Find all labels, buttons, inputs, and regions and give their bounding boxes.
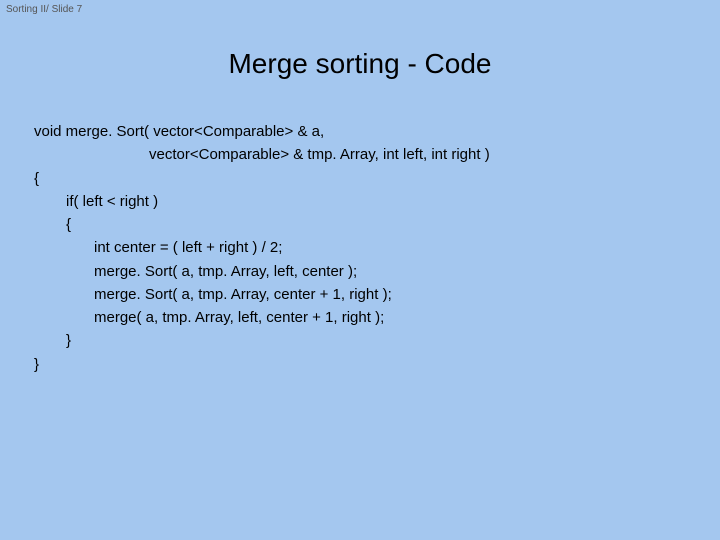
slide: Sorting II/ Slide 7 Merge sorting - Code… xyxy=(0,0,720,540)
code-line: } xyxy=(34,353,490,376)
code-line: } xyxy=(34,329,490,352)
code-line: vector<Comparable> & tmp. Array, int lef… xyxy=(34,143,490,166)
code-line: merge( a, tmp. Array, left, center + 1, … xyxy=(34,306,490,329)
code-line: int center = ( left + right ) / 2; xyxy=(34,236,490,259)
code-block: void merge. Sort( vector<Comparable> & a… xyxy=(34,120,490,376)
code-line: merge. Sort( a, tmp. Array, left, center… xyxy=(34,260,490,283)
slide-title: Merge sorting - Code xyxy=(0,48,720,80)
breadcrumb: Sorting II/ Slide 7 xyxy=(6,4,82,15)
code-line: if( left < right ) xyxy=(34,190,490,213)
code-line: { xyxy=(34,167,490,190)
code-line: void merge. Sort( vector<Comparable> & a… xyxy=(34,120,490,143)
code-line: { xyxy=(34,213,490,236)
code-line: merge. Sort( a, tmp. Array, center + 1, … xyxy=(34,283,490,306)
